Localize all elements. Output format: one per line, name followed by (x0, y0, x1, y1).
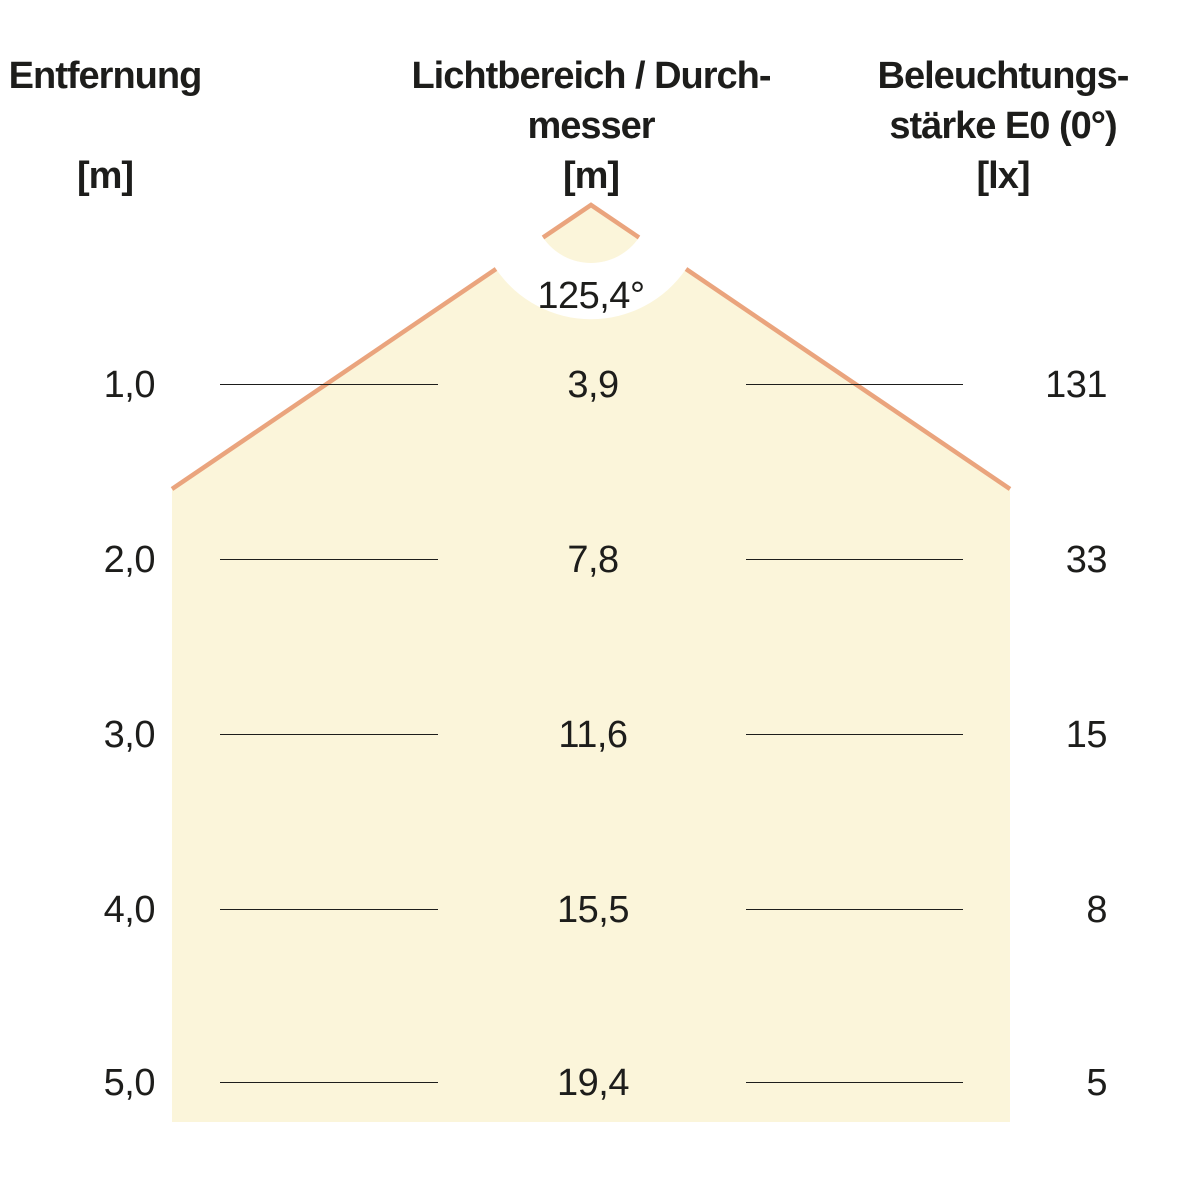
header-diameter-line2: messer (527, 105, 655, 147)
diameter-value: 3,9 (567, 364, 619, 406)
illuminance-value: 131 (1045, 364, 1107, 406)
row-connector-line-left (220, 1082, 438, 1084)
distance-value: 1,0 (103, 364, 156, 406)
beam-edge-right (684, 267, 1012, 491)
illuminance-value: 8 (1086, 889, 1107, 931)
row-connector-line-right (746, 384, 963, 386)
header-distance: Entfernung (8, 55, 203, 97)
header-diameter-line1: Lichtbereich / Durch- (411, 55, 771, 97)
beam-apex-wedge (543, 205, 639, 263)
illuminance-value: 33 (1065, 539, 1108, 581)
illuminance-value: 15 (1065, 714, 1108, 756)
header-diameter-unit: [m] (562, 155, 620, 197)
diameter-value: 7,8 (567, 539, 619, 581)
distance-value: 5,0 (103, 1062, 156, 1104)
header-distance-unit: [m] (76, 155, 134, 197)
row-connector-line-right (746, 909, 963, 911)
row-connector-line-left (220, 384, 438, 386)
beam-edge-left (170, 267, 498, 491)
header-illuminance-unit: [lx] (976, 155, 1031, 197)
row-connector-line-right (746, 559, 963, 561)
illuminance-value: 5 (1086, 1062, 1107, 1104)
distance-value: 4,0 (103, 889, 156, 931)
row-connector-line-left (220, 734, 438, 736)
header-illuminance-line1: Beleuchtungs- (877, 55, 1130, 97)
row-connector-line-left (220, 559, 438, 561)
beam-angle-label: 125,4° (537, 275, 645, 317)
row-connector-line-right (746, 1082, 963, 1084)
distance-value: 2,0 (103, 539, 156, 581)
diameter-value: 11,6 (558, 714, 628, 756)
diameter-value: 19,4 (557, 1062, 629, 1104)
distance-value: 3,0 (103, 714, 156, 756)
diameter-value: 15,5 (557, 889, 629, 931)
row-connector-line-left (220, 909, 438, 911)
beam-body-shape (172, 269, 1010, 1122)
row-connector-line-right (746, 734, 963, 736)
header-illuminance-line2: stärke E0 (0°) (889, 105, 1117, 147)
beam-apex-edge-lines (541, 202, 641, 240)
